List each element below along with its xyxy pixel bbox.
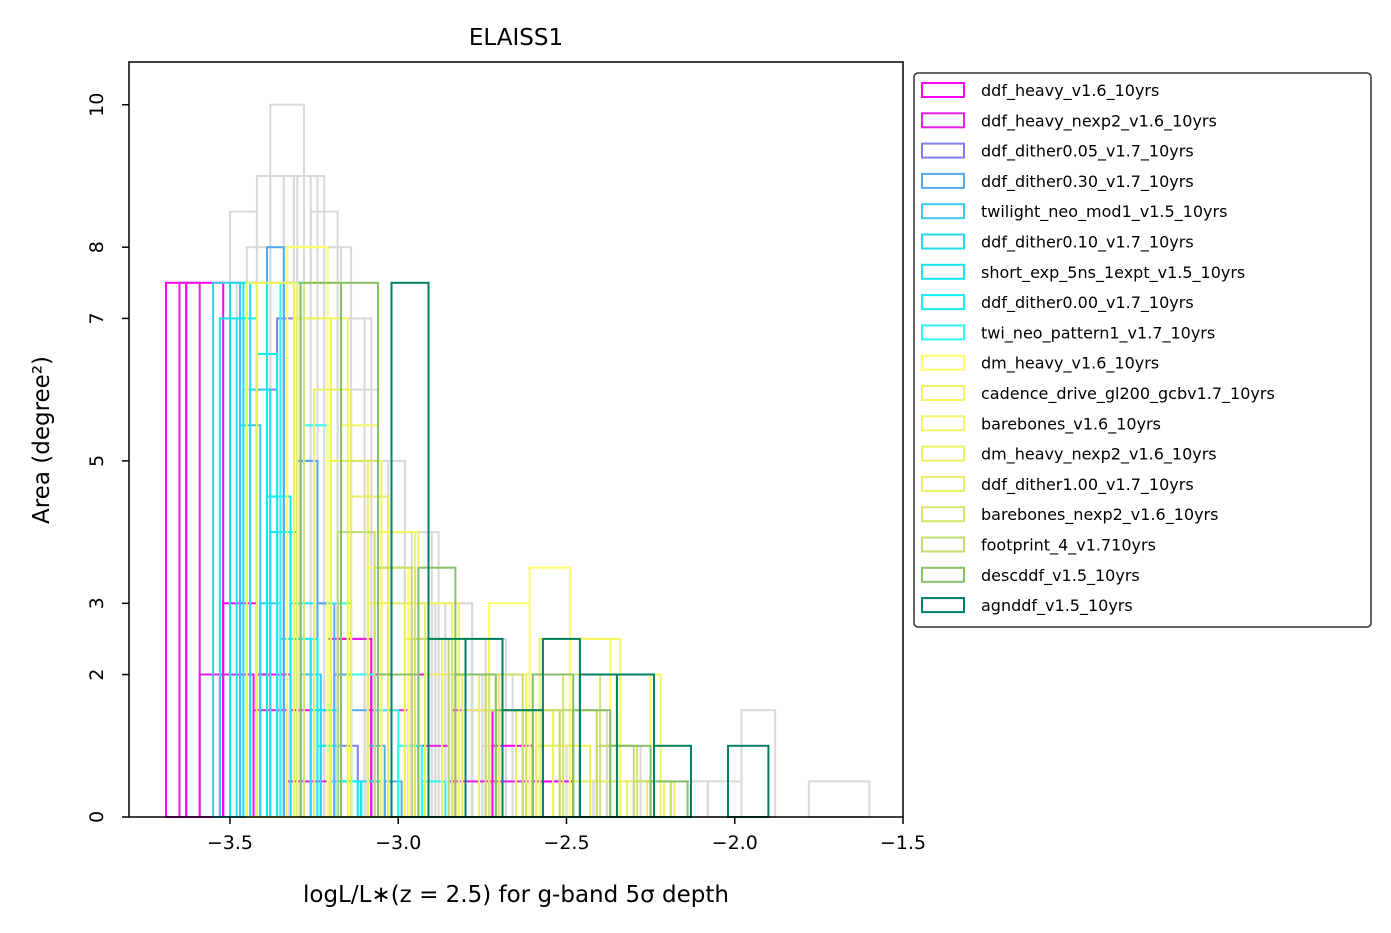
y-tick-label: 7 (86, 312, 108, 324)
legend-label: ddf_dither0.05_v1.7_10yrs (981, 142, 1194, 162)
legend-swatch (921, 506, 965, 523)
legend-label: ddf_dither1.00_v1.7_10yrs (981, 475, 1194, 495)
legend-label: ddf_dither0.10_v1.7_10yrs (981, 233, 1194, 253)
legend-label: ddf_heavy_v1.6_10yrs (981, 81, 1159, 101)
x-tick-label: −2.5 (543, 832, 589, 854)
y-axis: 0 2 3 5 7 8 10 (86, 93, 129, 823)
y-axis-title: Area (degree²) (29, 356, 55, 524)
legend-swatch (921, 445, 965, 462)
legend-swatch (921, 82, 965, 98)
legend-swatch (921, 203, 965, 220)
legend-swatch (921, 112, 965, 129)
legend-label: ddf_dither0.30_v1.7_10yrs (981, 172, 1194, 192)
legend-swatch (921, 597, 965, 614)
series-group (165, 246, 770, 819)
legend-swatch (921, 233, 965, 250)
y-tick-label: 5 (86, 455, 108, 467)
legend-swatch (921, 415, 965, 432)
legend-swatch (921, 294, 965, 311)
y-tick-label: 0 (86, 811, 108, 823)
legend-label: barebones_nexp2_v1.6_10yrs (981, 505, 1218, 525)
legend-swatch (921, 475, 965, 492)
x-tick-label: −3.0 (375, 832, 421, 854)
legend-label: twi_neo_pattern1_v1.7_10yrs (981, 323, 1215, 343)
legend-swatch (921, 263, 965, 280)
legend-label: cadence_drive_gl200_gcbv1.7_10yrs (981, 384, 1275, 404)
legend-swatch (921, 324, 965, 341)
legend-label: agnddf_v1.5_10yrs (981, 596, 1133, 616)
legend-swatch (921, 536, 965, 553)
legend-frame (913, 72, 1372, 628)
legend-label: footprint_4_v1.710yrs (981, 536, 1156, 556)
x-tick-label: −2.0 (712, 832, 758, 854)
legend-label: ddf_heavy_nexp2_v1.6_10yrs (981, 111, 1217, 131)
legend-swatch (921, 172, 965, 189)
legend-label: descddf_v1.5_10yrs (981, 566, 1140, 586)
x-axis-title: logL/L∗(z = 2.5) for g-band 5σ depth (303, 882, 729, 908)
legend-label: dm_heavy_nexp2_v1.6_10yrs (981, 445, 1217, 465)
legend-items: ddf_heavy_v1.6_10yrs ddf_heavy_nexp2_v1.6… (921, 81, 1275, 616)
legend-swatch (921, 385, 965, 401)
y-tick-label: 8 (86, 241, 108, 253)
legend-swatch (921, 566, 965, 583)
legend-label: twilight_neo_mod1_v1.5_10yrs (981, 202, 1227, 222)
x-tick-label: −1.5 (880, 832, 926, 854)
x-tick-label: −3.5 (207, 832, 253, 854)
legend-swatch (921, 142, 965, 159)
legend-label: short_exp_5ns_1expt_v1.5_10yrs (981, 263, 1245, 283)
legend-label: barebones_v1.6_10yrs (981, 414, 1161, 434)
plot-frame (128, 61, 904, 818)
legend-swatch (921, 354, 965, 371)
legend-label: dm_heavy_v1.6_10yrs (981, 354, 1159, 374)
x-axis: −3.5 −3.0 −2.5 −2.0 −1.5 (207, 817, 926, 854)
y-tick-label: 10 (86, 93, 108, 117)
legend: ddf_heavy_v1.6_10yrs ddf_heavy_nexp2_v1.6… (913, 72, 1372, 628)
chart-title: ELAISS1 (469, 25, 563, 51)
legend-label: ddf_dither0.00_v1.7_10yrs (981, 293, 1194, 313)
y-tick-label: 2 (86, 669, 108, 681)
y-tick-label: 3 (86, 597, 108, 609)
